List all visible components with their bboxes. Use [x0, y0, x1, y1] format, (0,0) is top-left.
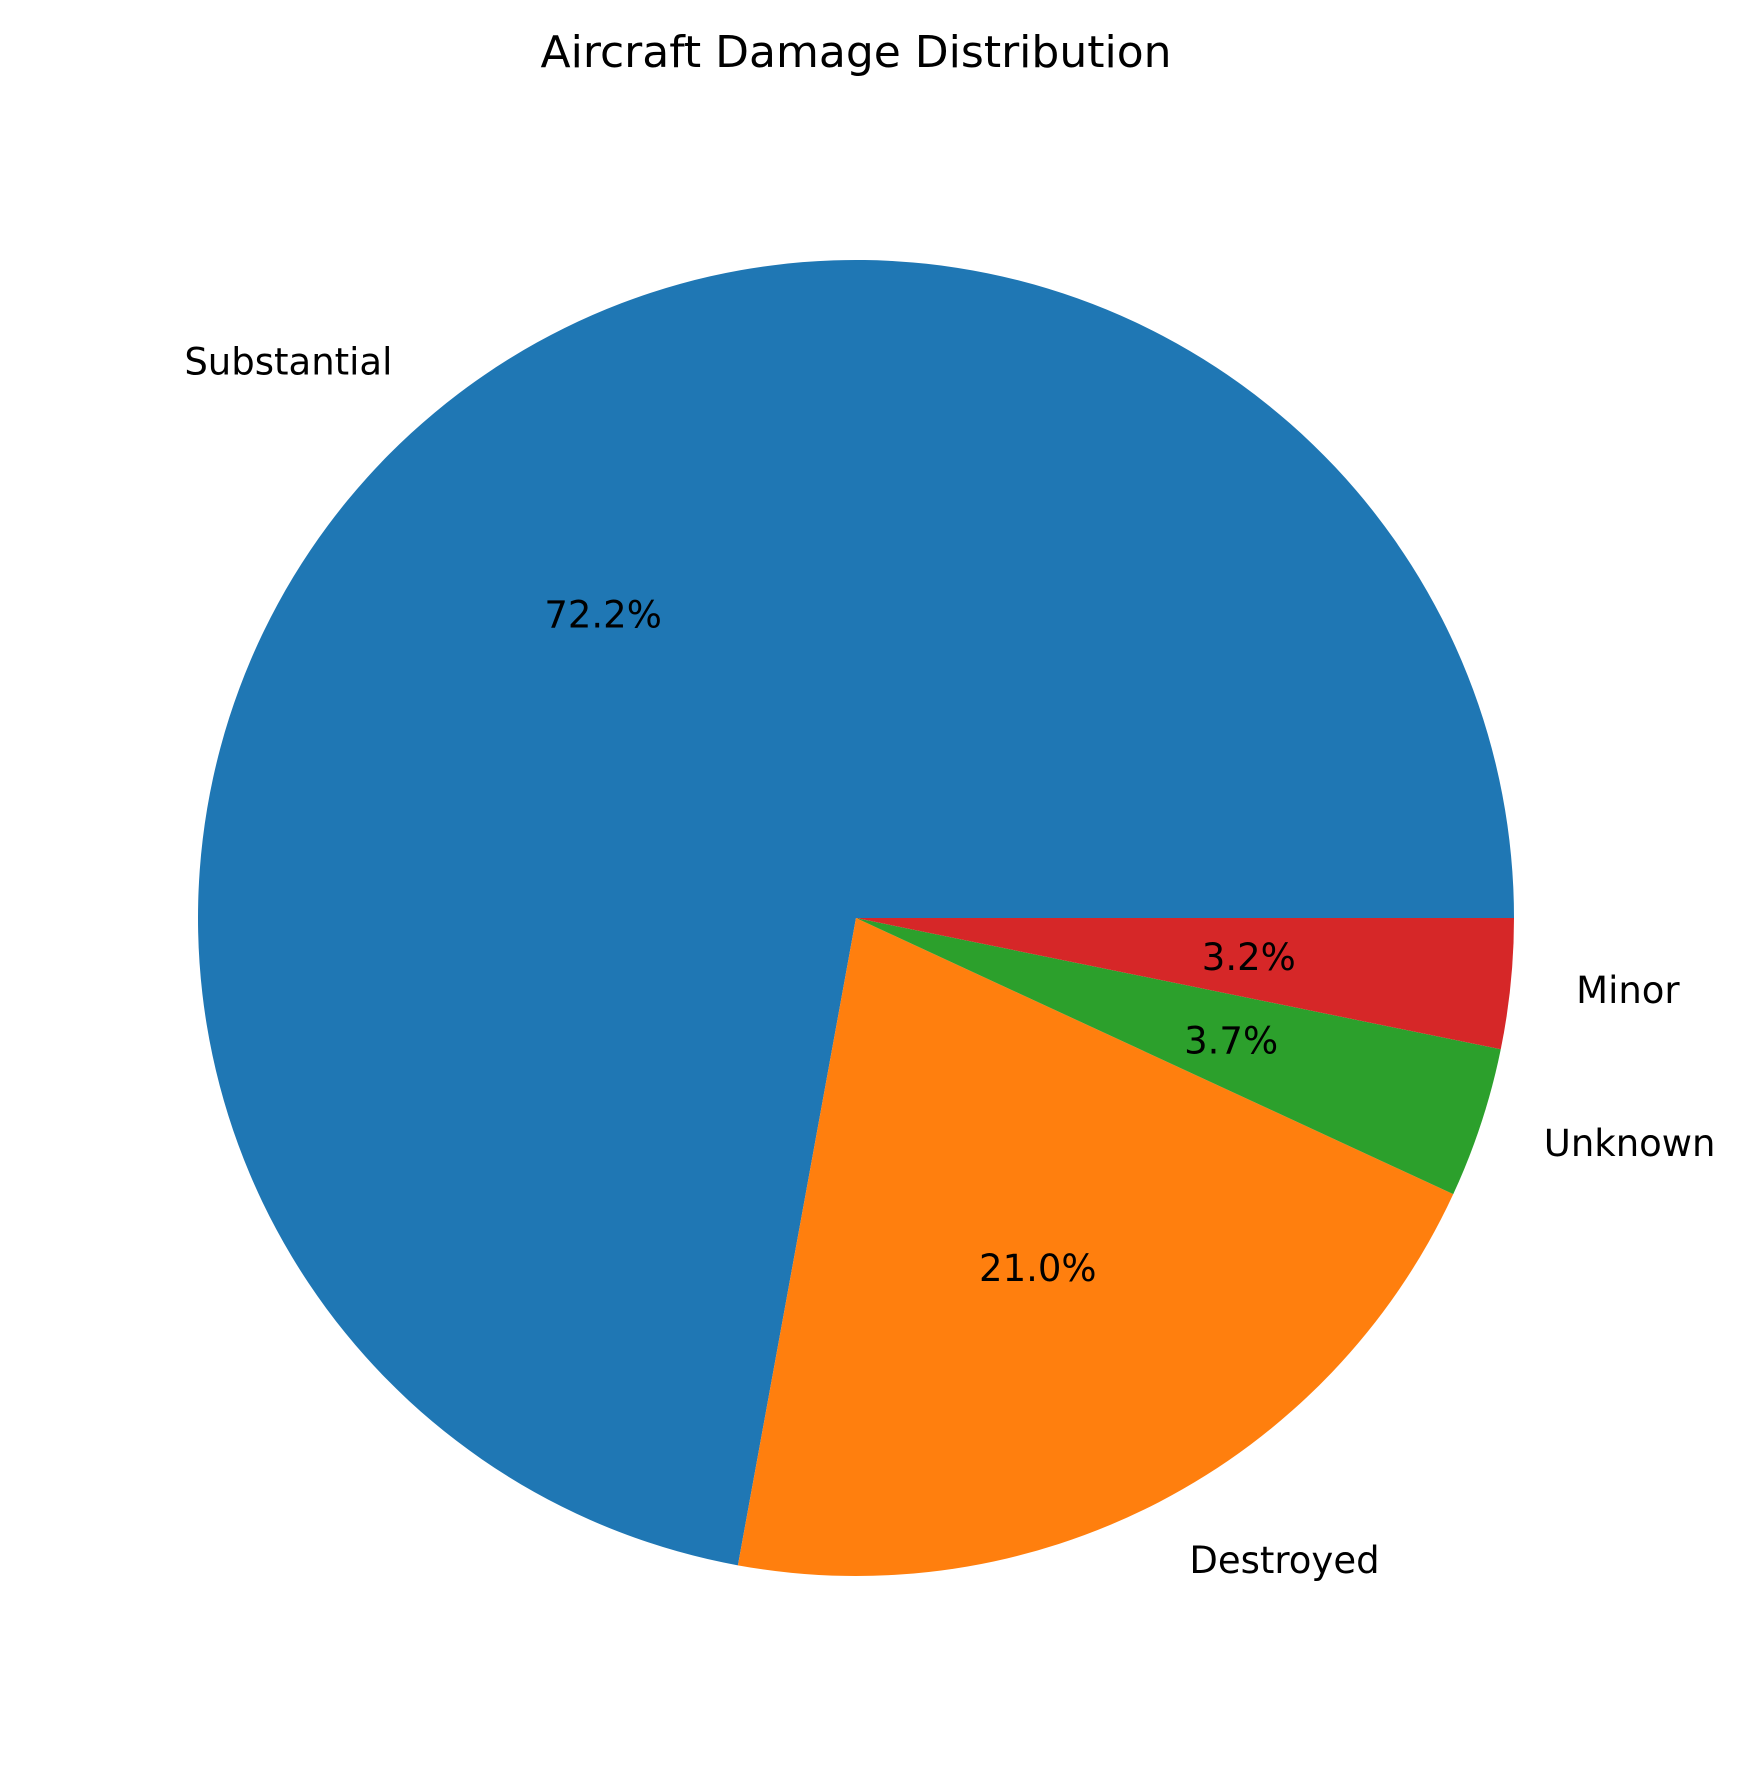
pct-label-minor: 3.2%	[1202, 936, 1296, 979]
pct-label-destroyed: 21.0%	[979, 1247, 1097, 1290]
pie-slice-unknown	[856, 918, 1501, 1195]
pct-label-substantial: 72.2%	[544, 593, 662, 636]
pie-slice-substantial	[198, 260, 1515, 1566]
slice-label-unknown: Unknown	[1544, 1122, 1716, 1165]
pie-labels: 72.2% Substantial 21.0% Destroyed 3.7% Unknow…	[184, 341, 1715, 1582]
pie-slices	[198, 260, 1515, 1576]
slice-label-substantial: Substantial	[184, 341, 392, 384]
pie-slice-destroyed	[737, 918, 1454, 1576]
slice-label-minor: Minor	[1576, 969, 1680, 1012]
pie-slice-minor	[856, 918, 1514, 1050]
slice-label-destroyed: Destroyed	[1189, 1539, 1379, 1582]
pct-label-unknown: 3.7%	[1184, 1020, 1278, 1063]
chart-title: Aircraft Damage Distribution	[541, 27, 1172, 78]
